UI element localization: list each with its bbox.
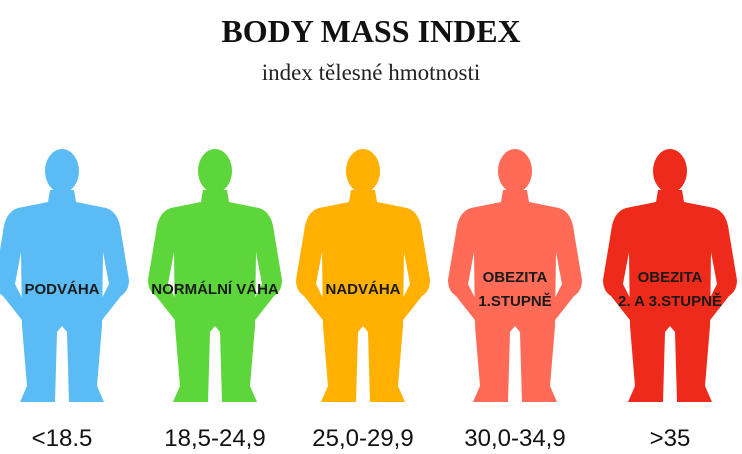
category-label: 1.STUPNĚ bbox=[478, 292, 551, 310]
figure bbox=[603, 149, 737, 402]
figure-head bbox=[653, 149, 687, 193]
figure-head bbox=[45, 149, 79, 193]
figure bbox=[296, 149, 430, 402]
figure-head bbox=[198, 149, 232, 193]
category-label: 2. A 3.STUPNĚ bbox=[618, 292, 722, 310]
figure-body bbox=[0, 190, 129, 402]
figure-head bbox=[346, 149, 380, 193]
figure bbox=[448, 149, 582, 402]
category-label: NADVÁHA bbox=[326, 281, 401, 298]
figure-body bbox=[148, 190, 282, 402]
figure bbox=[0, 149, 129, 402]
bmi-range: 18,5-24,9 bbox=[164, 425, 265, 452]
figure-body bbox=[603, 190, 737, 402]
category-label: OBEZITA bbox=[638, 269, 703, 286]
subtitle: index tělesné hmotnosti bbox=[262, 60, 480, 85]
bmi-range: >35 bbox=[650, 425, 691, 452]
figure-head bbox=[498, 149, 532, 193]
bmi-range: <18.5 bbox=[32, 425, 93, 452]
category-label: OBEZITA bbox=[483, 269, 548, 286]
figure-body bbox=[448, 190, 582, 402]
category-label: NORMÁLNÍ VÁHA bbox=[151, 281, 279, 298]
category-label: PODVÁHA bbox=[24, 281, 99, 298]
bmi-range: 30,0-34,9 bbox=[464, 425, 565, 452]
bmi-range: 25,0-29,9 bbox=[312, 425, 413, 452]
figure-body bbox=[296, 190, 430, 402]
figure bbox=[148, 149, 282, 402]
title: BODY MASS INDEX bbox=[221, 13, 520, 49]
